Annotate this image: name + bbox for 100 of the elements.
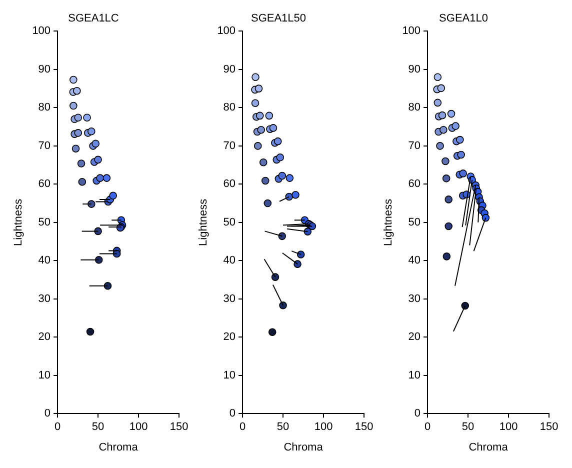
x-axis-title: Chroma (98, 441, 139, 454)
x-axis-title: Chroma (468, 441, 509, 454)
point (94, 227, 102, 236)
point (294, 260, 302, 268)
y-tick-label: 10 (223, 369, 236, 382)
y-tick-label: 90 (38, 63, 51, 76)
y-tick-label: 90 (223, 63, 236, 76)
y-axis-title: Lightness (198, 198, 210, 246)
point (434, 98, 442, 107)
point (251, 99, 260, 107)
y-tick-label: 40 (408, 254, 421, 267)
chart-title: SGEA1LC (68, 12, 119, 25)
point (74, 114, 82, 122)
point (286, 174, 294, 182)
point (70, 76, 78, 84)
point (482, 214, 490, 222)
point (437, 84, 446, 92)
y-tick-label: 20 (408, 331, 421, 344)
point (257, 126, 265, 134)
point (304, 228, 312, 236)
x-tick-label: 0 (424, 421, 431, 434)
y-tick-label: 60 (223, 178, 236, 190)
y-axis-title: Lightness (382, 198, 395, 246)
point (457, 150, 465, 159)
point (87, 127, 96, 136)
point (92, 140, 100, 148)
y-tick-label: 60 (38, 178, 51, 190)
point (86, 328, 94, 336)
y-tick-label: 0 (44, 408, 51, 420)
point (434, 73, 442, 81)
x-tick-label: 50 (462, 421, 474, 434)
y-tick-label: 10 (38, 369, 51, 382)
point (94, 256, 103, 264)
point (83, 114, 91, 122)
y-tick-label: 0 (414, 408, 421, 420)
y-tick-label: 10 (408, 369, 421, 382)
point (254, 84, 263, 92)
point (259, 158, 268, 166)
point (276, 153, 284, 162)
y-tick-label: 100 (32, 25, 51, 38)
point (73, 86, 81, 95)
point (265, 112, 274, 120)
y-tick-label: 70 (38, 140, 51, 152)
point (452, 122, 460, 130)
point (264, 199, 272, 208)
point (444, 222, 453, 230)
y-tick-label: 80 (408, 102, 421, 114)
y-tick-label: 0 (229, 408, 236, 420)
point (292, 190, 300, 199)
y-tick-label: 50 (408, 216, 421, 228)
y-tick-label: 90 (408, 63, 421, 76)
point (444, 196, 453, 204)
point (274, 137, 282, 146)
point (459, 170, 467, 178)
point (256, 112, 264, 120)
point (440, 126, 448, 134)
y-tick-label: 30 (38, 292, 51, 305)
x-tick-label: 150 (540, 421, 558, 434)
x-tick-label: 0 (239, 421, 246, 434)
x-tick-label: 0 (54, 421, 61, 434)
point (268, 328, 276, 336)
point (436, 142, 444, 150)
x-tick-label: 150 (354, 421, 374, 434)
y-tick-label: 80 (223, 102, 236, 114)
point (72, 144, 80, 152)
point (78, 178, 86, 186)
point (252, 73, 260, 81)
y-tick-label: 30 (223, 292, 236, 305)
x-tick-label: 150 (170, 421, 188, 434)
point (296, 250, 305, 258)
point (109, 192, 117, 200)
point (442, 157, 450, 166)
x-tick-label: 50 (92, 421, 104, 434)
point (70, 102, 78, 110)
y-axis-title: Lightness (12, 198, 25, 246)
y-tick-label: 70 (223, 140, 236, 152)
x-tick-label: 100 (129, 421, 148, 434)
y-tick-label: 50 (223, 216, 236, 228)
point (271, 273, 280, 281)
point (278, 172, 286, 180)
point (442, 252, 451, 260)
x-axis-title: Chroma (284, 441, 324, 454)
chart-title: SGEA1L50 (250, 12, 306, 25)
point (261, 176, 270, 185)
y-tick-label: 40 (223, 254, 236, 267)
point (269, 124, 278, 132)
point (104, 282, 112, 290)
x-tick-label: 100 (314, 421, 333, 434)
point (102, 174, 111, 182)
y-tick-label: 50 (38, 216, 51, 228)
point (87, 200, 96, 208)
point (77, 160, 86, 168)
point (254, 142, 262, 150)
y-tick-label: 40 (38, 254, 51, 267)
point (447, 110, 456, 118)
point (94, 156, 102, 164)
x-tick-label: 100 (499, 421, 518, 434)
y-tick-label: 100 (402, 25, 421, 38)
y-tick-label: 80 (38, 102, 51, 114)
x-tick-label: 50 (276, 421, 290, 434)
